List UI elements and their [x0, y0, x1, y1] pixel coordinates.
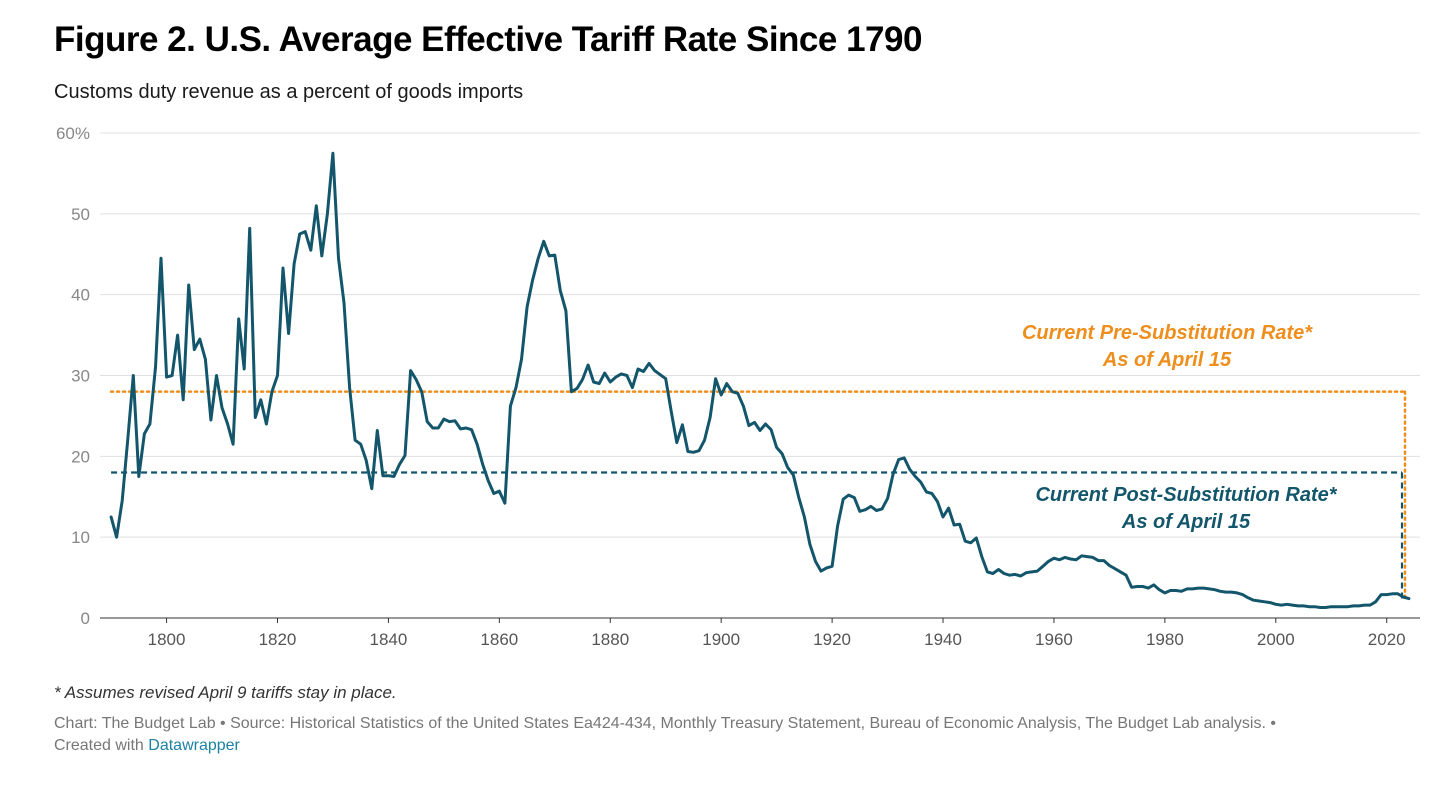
x-tick-label: 1840 — [369, 630, 407, 649]
y-tick-label: 20 — [71, 447, 90, 466]
y-tick-label: 0 — [81, 609, 90, 628]
chart-subtitle: Customs duty revenue as a percent of goo… — [54, 81, 524, 103]
x-tick-label: 1880 — [591, 630, 629, 649]
x-tick-label: 1960 — [1035, 630, 1073, 649]
pre-substitution-label-date: As of April 15 — [1102, 349, 1232, 371]
y-tick-label: 10 — [71, 528, 90, 547]
x-tick-label: 1800 — [148, 630, 186, 649]
x-tick-label: 1820 — [259, 630, 297, 649]
x-tick-label: 1940 — [924, 630, 962, 649]
y-tick-label: 60% — [56, 124, 90, 143]
reference-lines — [109, 390, 1407, 600]
x-tick-label: 1860 — [480, 630, 518, 649]
post-substitution-label-title: Current Post-Substitution Rate* — [1035, 484, 1337, 506]
x-tick-label: 2000 — [1257, 630, 1295, 649]
y-tick-label: 30 — [71, 367, 90, 386]
y-tick-label: 40 — [71, 286, 90, 305]
post-substitution-label-date: As of April 15 — [1121, 511, 1251, 533]
x-tick-label: 1920 — [813, 630, 851, 649]
x-axis-tick-labels: 1800 1820 1840 1860 1880 1900 1920 1940 1960 1980… — [148, 618, 1406, 649]
source-credit: Chart: The Budget Lab • Source: Historic… — [54, 713, 1434, 757]
y-tick-label: 50 — [71, 205, 90, 224]
footnote: * Assumes revised April 9 tariffs stay i… — [54, 683, 397, 702]
gridlines — [100, 132, 1420, 619]
x-tick-label: 1900 — [702, 630, 740, 649]
tariff-rate-series-line — [109, 151, 1411, 609]
datawrapper-link[interactable]: Datawrapper — [148, 737, 240, 754]
chart-title: Figure 2. U.S. Average Effective Tariff … — [54, 20, 922, 59]
x-tick-label: 1980 — [1146, 630, 1184, 649]
pre-substitution-label-title: Current Pre-Substitution Rate* — [1022, 322, 1313, 344]
source-text: Chart: The Budget Lab • Source: Historic… — [54, 715, 1276, 732]
series-layer — [109, 151, 1411, 609]
y-axis-tick-labels: 0 10 20 30 40 50 60% — [56, 124, 90, 628]
x-tick-label: 2020 — [1368, 630, 1406, 649]
created-with-text: Created with — [54, 737, 144, 754]
annotations: Current Pre-Substitution Rate* As of Apri… — [1022, 322, 1338, 533]
